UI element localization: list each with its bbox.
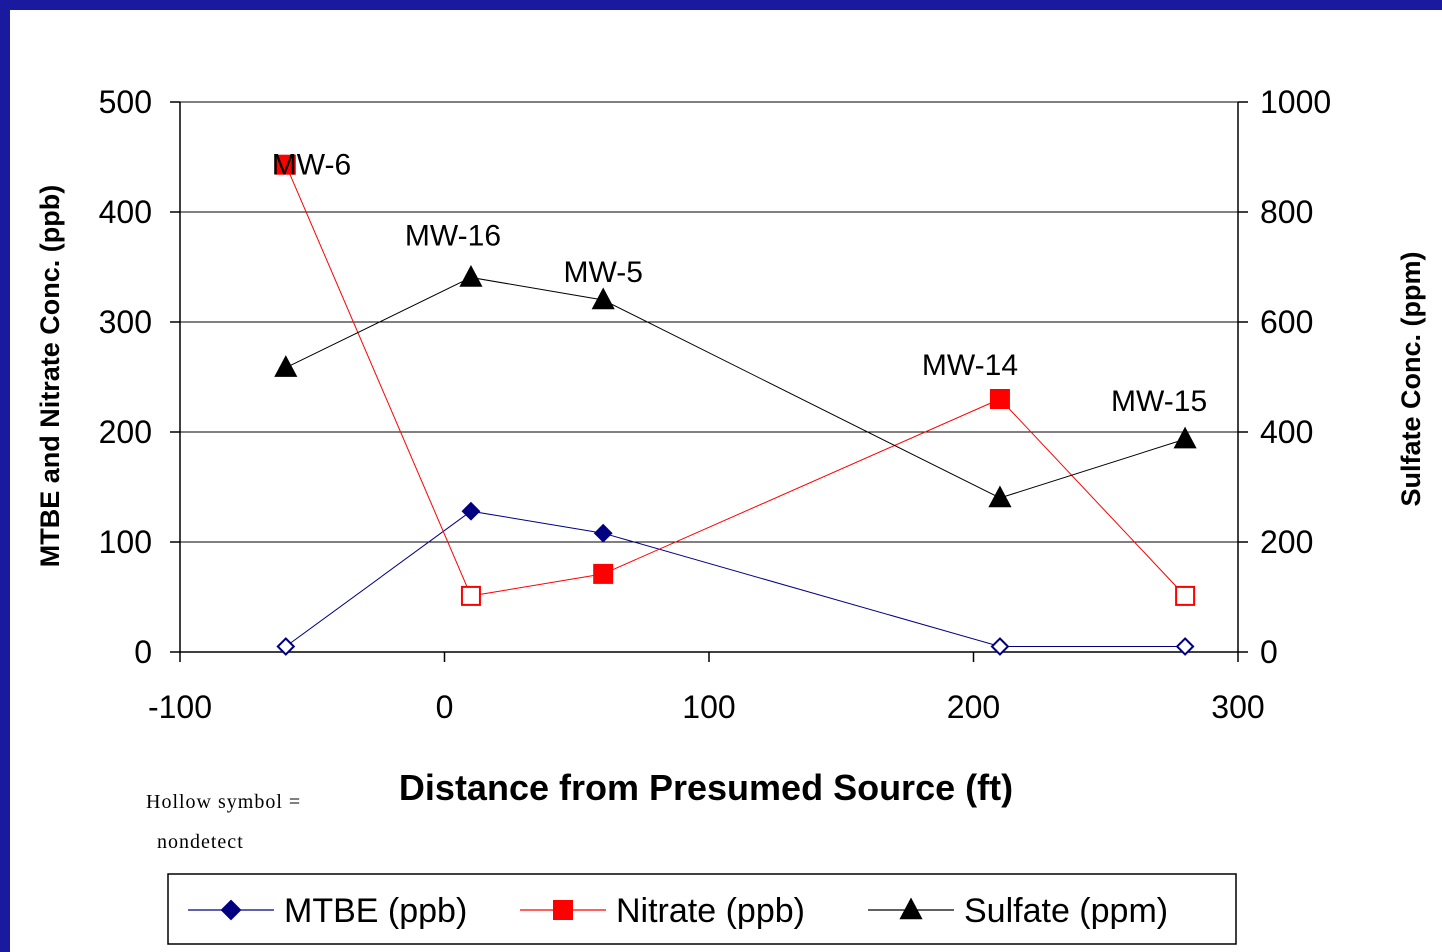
- x-tick-label: 200: [947, 689, 1000, 725]
- data-point-square: [1175, 585, 1196, 606]
- y-right-tick-label: 400: [1260, 414, 1313, 450]
- slide-canvas: 0 100 200 300 400 500 0 200 400 600 800 1000 -100 0 10…: [10, 10, 1442, 952]
- y-axis-left-title: MTBE and Nitrate Conc. (ppb): [35, 185, 65, 567]
- y-left-tick-label: 100: [99, 524, 152, 560]
- data-point-square: [989, 389, 1010, 409]
- data-point-triangle: [591, 287, 615, 310]
- x-axis-title: Distance from Presumed Source (ft): [399, 767, 1013, 808]
- series-line-triangle: [285, 276, 1186, 499]
- point-annotation-label: MW-14: [922, 349, 1018, 382]
- y-right-tick-label: 600: [1260, 304, 1313, 340]
- data-point-diamond: [1175, 637, 1195, 656]
- data-point-diamond: [461, 501, 481, 521]
- legend-marker-diamond: [220, 899, 242, 921]
- legend: MTBE (ppb) Nitrate (ppb) Sulfate (ppm): [167, 873, 1237, 945]
- y-axis-right-title: Sulfate Conc. (ppm): [1396, 252, 1426, 507]
- y-left-tick-label: 300: [99, 304, 152, 340]
- y-left-tick-label: 200: [99, 414, 152, 450]
- legend-marker-triangle: [899, 897, 923, 920]
- y-left-tick-label: 400: [99, 194, 152, 230]
- data-point-diamond: [276, 637, 296, 656]
- point-annotation-label: MW-15: [1111, 385, 1207, 418]
- legend-label-square: Nitrate (ppb): [616, 892, 805, 930]
- data-point-triangle: [459, 264, 483, 287]
- chart: 0 100 200 300 400 500 0 200 400 600 800 1000 -100 0 10…: [35, 84, 1426, 945]
- y-left-tick-label: 0: [134, 634, 152, 670]
- x-tick-label: 300: [1211, 689, 1264, 725]
- y-right-tick-label: 200: [1260, 524, 1313, 560]
- legend-box: [167, 873, 1237, 945]
- data-point-diamond: [990, 637, 1010, 656]
- legend-label-diamond: MTBE (ppb): [284, 892, 467, 930]
- tick-labels: 0 100 200 300 400 500 0 200 400 600 800 1000 -100 0 10…: [99, 84, 1332, 725]
- data-point-triangle: [988, 485, 1012, 508]
- series-line-diamond: [285, 510, 1186, 647]
- nondetect-note-line-1: Hollow symbol =: [146, 791, 301, 813]
- gridlines: [180, 101, 1238, 543]
- data-point-square: [593, 563, 614, 584]
- x-tick-label: -100: [148, 689, 212, 725]
- point-annotation-label: MW-16: [405, 219, 501, 252]
- point-annotations: MW-6 MW-16 MW-5 MW-14 MW-15: [272, 149, 1207, 418]
- data-point-square: [460, 585, 481, 606]
- y-left-tick-label: 500: [99, 84, 152, 120]
- x-tick-label: 0: [436, 689, 454, 725]
- y-right-tick-label: 800: [1260, 194, 1313, 230]
- series-markers: [274, 154, 1197, 656]
- y-right-tick-label: 1000: [1260, 84, 1331, 120]
- data-point-triangle: [1173, 426, 1197, 449]
- axes: [170, 101, 1248, 662]
- data-point-triangle: [274, 355, 298, 377]
- point-annotation-label: MW-5: [563, 256, 642, 289]
- data-point-diamond: [593, 523, 613, 543]
- legend-marker-square: [553, 900, 573, 920]
- legend-label-triangle: Sulfate (ppm): [964, 892, 1168, 930]
- point-annotation-label: MW-6: [272, 149, 351, 182]
- y-right-tick-label: 0: [1260, 634, 1278, 670]
- data-point-square: [275, 154, 296, 175]
- nondetect-note-line-2: nondetect: [157, 831, 244, 853]
- x-tick-label: 100: [682, 689, 735, 725]
